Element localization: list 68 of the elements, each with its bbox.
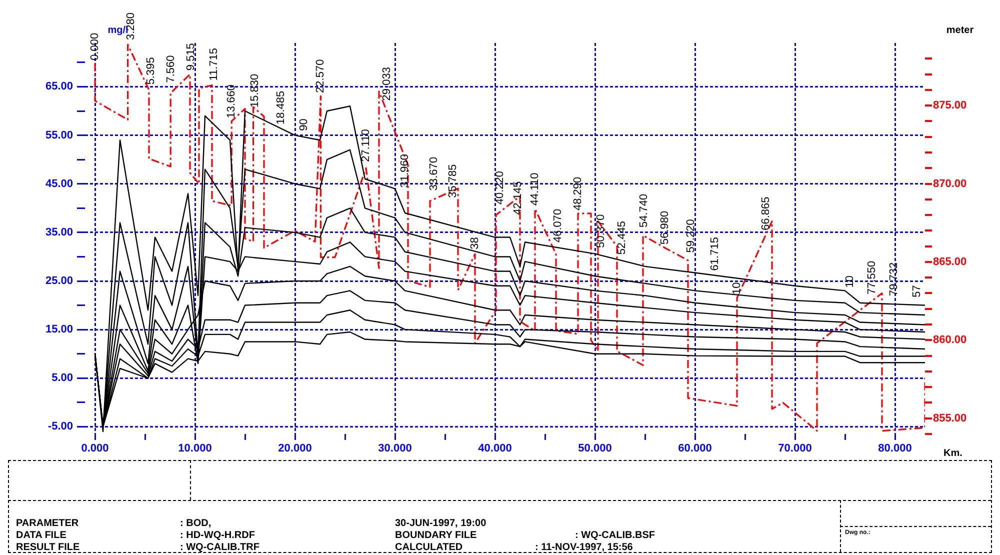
annotation: 11.715	[208, 48, 220, 81]
annotation: 42.145	[512, 181, 524, 215]
y-tick-label: 65.00	[45, 80, 73, 93]
annotation: 44.110	[529, 172, 542, 206]
x-tick-label: 80.000	[878, 442, 912, 455]
text: BOUNDARY FILE	[395, 530, 477, 541]
y-tick-label: 25.00	[45, 275, 73, 288]
x-tick-label: 30.000	[378, 442, 412, 455]
y2-tick-label: 875.00	[933, 100, 967, 112]
annotation: 38	[469, 237, 482, 250]
text: : WQ-CALIB.BSF	[575, 530, 655, 541]
y2-tick-label: 860.00	[933, 334, 967, 346]
annotation: 50.370	[595, 214, 608, 248]
annotation: 29.033	[381, 67, 394, 101]
x-tick-label: 70.000	[778, 442, 812, 455]
annotation: 18.485	[275, 90, 288, 125]
annotation: 52.445	[616, 221, 628, 255]
y2-axis-title: meter	[946, 24, 974, 36]
y-tick-label: 15.00	[45, 324, 73, 336]
text: : BOD,	[180, 518, 212, 529]
y-tick-label: -5.00	[48, 420, 73, 433]
y2-tick-label: 870.00	[933, 178, 967, 190]
annotation: 5.395	[145, 57, 158, 85]
text: CALCULATED	[395, 542, 463, 553]
x-tick-label: 20.000	[278, 442, 312, 455]
y2-tick-label: 855.00	[933, 412, 967, 424]
annotation: 66.865	[760, 196, 772, 230]
annotation: 31.960	[399, 154, 412, 188]
annotation: 10	[731, 282, 744, 295]
annotation: 0.000	[89, 32, 102, 60]
annotation: 46.070	[552, 208, 564, 243]
annotation: 79.732	[888, 262, 900, 296]
y2-tick-label: 865.00	[933, 256, 967, 268]
x-tick-label: 10.000	[178, 442, 212, 455]
y-tick-label: 35.00	[45, 226, 73, 238]
text: : 11-NOV-1997, 15:56	[535, 542, 633, 553]
text: 30-JUN-1997, 19:00	[395, 518, 486, 529]
annotation: 7.560	[165, 55, 178, 83]
x-tick-label: 0.000	[81, 442, 109, 455]
annotation: 35.785	[447, 164, 460, 198]
annotation: 54.740	[638, 194, 650, 228]
text: : HD-WQ-H.RDF	[180, 530, 255, 541]
text: PARAMETER	[16, 518, 79, 529]
y-tick-label: 55.00	[45, 129, 73, 142]
annotation: 90	[298, 118, 310, 131]
annotation: 77.550	[866, 260, 878, 295]
text: DATA FILE	[16, 530, 66, 541]
annotation: 61.715	[709, 237, 722, 271]
x-tick-label: 40.000	[478, 442, 512, 455]
annotation: 13.660	[226, 84, 238, 118]
annotation: 33.670	[428, 156, 440, 191]
annotation: 15.830	[249, 74, 262, 108]
annotation: 48.290	[572, 176, 584, 210]
annotation: 59.220	[685, 219, 698, 253]
annotation: 9.515	[185, 43, 198, 71]
x-tick-label: 60.000	[678, 442, 712, 455]
annotation: 56.980	[659, 210, 672, 244]
annotation: 10	[844, 275, 856, 288]
text: RESULT FILE	[16, 542, 80, 553]
annotation: 40.220	[494, 171, 506, 205]
x-tick-label: 50.000	[578, 442, 612, 455]
y-tick-label: 5.00	[52, 372, 73, 384]
y-tick-label: 45.00	[45, 178, 73, 190]
x-axis-title: Km.	[944, 448, 963, 459]
annotation: 27.110	[360, 129, 372, 162]
text: : WQ-CALIB.TRF	[180, 542, 260, 553]
annotation: 22.570	[314, 59, 327, 93]
annotation: 57	[911, 285, 924, 298]
